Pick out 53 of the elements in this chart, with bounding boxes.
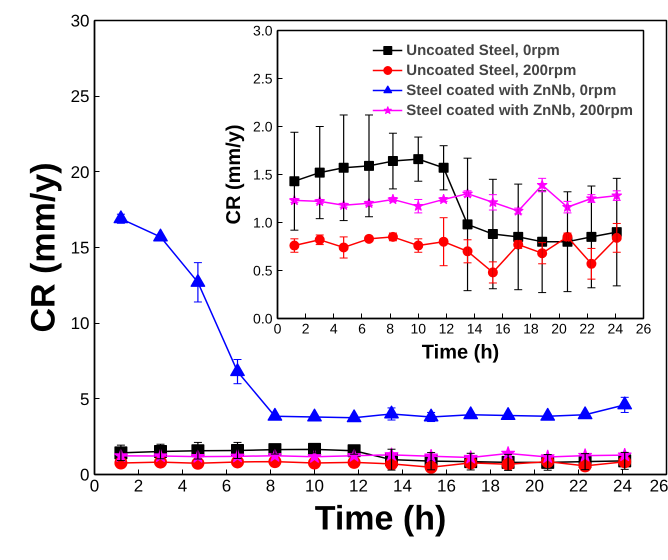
- x-tick-label: 6: [358, 320, 366, 336]
- legend-label: Uncoated Steel, 0rpm: [406, 42, 560, 58]
- point: [586, 232, 596, 242]
- x-tick-label: 10: [305, 476, 324, 496]
- x-tick-label: 16: [437, 476, 456, 496]
- x-tick-label: 2: [134, 476, 144, 496]
- y-tick-label: 20: [70, 162, 90, 182]
- x-tick-label: 20: [525, 476, 544, 496]
- legend-label: Uncoated Steel, 200rpm: [406, 62, 576, 78]
- y-axis-title: CR (mm/y): [223, 124, 246, 225]
- x-tick-label: 12: [349, 476, 368, 496]
- x-tick-label: 12: [438, 320, 454, 336]
- legend-label: Steel coated with ZnNb, 200rpm: [406, 102, 633, 118]
- point: [289, 176, 300, 186]
- y-tick-label: 30: [70, 12, 90, 30]
- x-tick-label: 10: [410, 320, 426, 336]
- x-tick-label: 18: [481, 476, 500, 496]
- legend-label: Steel coated with ZnNb, 0rpm: [406, 82, 616, 98]
- point: [364, 160, 374, 171]
- x-tick-label: 8: [266, 476, 276, 496]
- point: [388, 156, 398, 166]
- x-tick-label: 18: [523, 320, 539, 336]
- x-tick-label: 14: [466, 320, 483, 336]
- x-tick-label: 2: [302, 320, 310, 336]
- y-tick-label: 2.5: [253, 70, 273, 86]
- point: [438, 162, 449, 173]
- x-axis-title: Time (h): [314, 500, 446, 538]
- x-tick-label: 20: [551, 320, 568, 336]
- y-tick-label: 0.5: [253, 262, 273, 278]
- point: [462, 219, 473, 230]
- y-tick-label: 2.0: [253, 118, 273, 134]
- x-tick-label: 4: [330, 320, 338, 336]
- x-tick-label: 24: [608, 320, 624, 336]
- y-axis-title: CR (mm/y): [24, 162, 63, 333]
- y-tick-label: 25: [70, 87, 90, 106]
- y-tick-label: 1.0: [253, 214, 273, 230]
- x-tick-label: 24: [613, 476, 632, 496]
- x-tick-label: 14: [393, 476, 412, 496]
- x-tick-label: 6: [222, 476, 232, 496]
- x-tick-label: 22: [569, 476, 588, 496]
- y-tick-label: 0.0: [253, 310, 273, 326]
- x-tick-label: 26: [650, 476, 668, 496]
- point: [488, 229, 498, 240]
- x-axis-title: Time (h): [422, 342, 500, 364]
- x-tick-label: 26: [636, 320, 652, 336]
- x-tick-label: 4: [178, 476, 188, 496]
- y-tick-label: 15: [70, 238, 90, 258]
- y-tick-label: 1.5: [253, 166, 273, 182]
- x-tick-label: 22: [579, 320, 596, 336]
- x-tick-label: 8: [386, 320, 394, 336]
- x-tick-label: 16: [494, 320, 511, 336]
- y-tick-label: 5: [80, 390, 90, 409]
- y-tick-label: 3.0: [253, 22, 273, 38]
